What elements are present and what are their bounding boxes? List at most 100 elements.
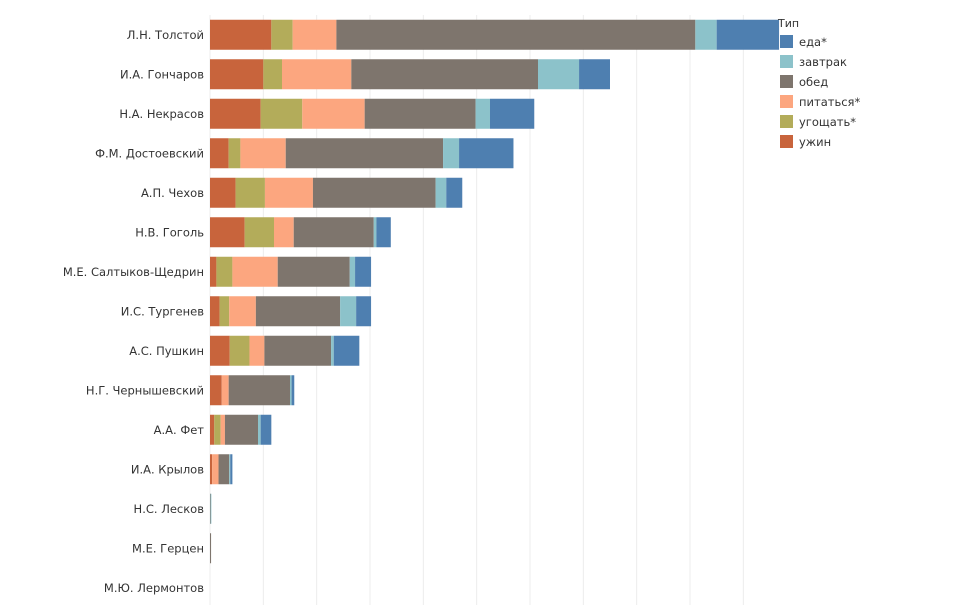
bar-segment-питаться[interactable] <box>292 19 337 50</box>
bar-segment-еда[interactable] <box>356 296 372 327</box>
category-label: Н.В. Гоголь <box>135 225 204 239</box>
bar-segment-угощать[interactable] <box>260 98 303 129</box>
bar-segment-ужин[interactable] <box>210 375 222 406</box>
bar-segment-обед[interactable] <box>285 138 444 169</box>
bar-segment-питаться[interactable] <box>229 296 256 327</box>
bar-segment-завтрак[interactable] <box>373 217 377 248</box>
category-label: И.А. Гончаров <box>120 67 204 81</box>
bar-segment-обед[interactable] <box>228 375 290 406</box>
bar-segment-обед[interactable] <box>364 98 476 129</box>
bar-segment-угощать[interactable] <box>219 296 230 327</box>
category-label: Л.Н. Толстой <box>127 28 204 42</box>
bar-segment-ужин[interactable] <box>210 98 261 129</box>
legend-swatch <box>780 135 793 148</box>
category-label: М.Е. Герцен <box>132 541 204 555</box>
legend-swatch <box>780 55 793 68</box>
bar-segment-завтрак[interactable] <box>475 98 490 129</box>
category-label: И.А. Крылов <box>131 462 204 476</box>
legend-title: Тип <box>777 17 799 30</box>
bar-segment-завтрак[interactable] <box>229 454 231 485</box>
bar-segment-ужин[interactable] <box>210 454 213 485</box>
bar-segment-еда[interactable] <box>490 98 535 129</box>
bar-segment-угощать[interactable] <box>244 217 274 248</box>
legend-swatch <box>780 115 793 128</box>
bar-segment-завтрак[interactable] <box>258 414 261 445</box>
category-label: Н.Г. Чернышевский <box>86 383 204 397</box>
bar-segment-угощать[interactable] <box>235 177 265 208</box>
bar-segment-питаться[interactable] <box>264 177 313 208</box>
legend-item-label[interactable]: еда* <box>799 35 827 49</box>
bar-segment-ужин[interactable] <box>210 335 230 366</box>
bar-segment-угощать[interactable] <box>271 19 293 50</box>
bar-segment-питаться[interactable] <box>282 59 352 90</box>
bar-segment-еда[interactable] <box>459 138 514 169</box>
bar-segment-питаться[interactable] <box>240 138 286 169</box>
legend-item-label[interactable]: обед <box>799 75 828 89</box>
bar-segment-питаться[interactable] <box>220 414 225 445</box>
bar-segment-угощать[interactable] <box>216 256 233 287</box>
bar-segment-обед[interactable] <box>210 493 211 524</box>
bar-segment-завтрак[interactable] <box>349 256 356 287</box>
bar-segment-питаться[interactable] <box>274 217 294 248</box>
bar-segment-питаться[interactable] <box>212 454 219 485</box>
bar-segment-еда[interactable] <box>355 256 372 287</box>
bar-segment-завтрак[interactable] <box>340 296 357 327</box>
bar-segment-ужин[interactable] <box>210 296 220 327</box>
bar-segment-ужин[interactable] <box>210 414 215 445</box>
bar-segment-обед[interactable] <box>210 533 212 564</box>
bar-segment-ужин[interactable] <box>210 256 217 287</box>
legend-item-label[interactable]: угощать* <box>799 115 856 129</box>
legend-item-label[interactable]: питаться* <box>799 95 860 109</box>
bar-segment-питаться[interactable] <box>232 256 278 287</box>
bar-segment-питаться[interactable] <box>302 98 365 129</box>
bar-segment-еда[interactable] <box>579 59 610 90</box>
bar-segment-завтрак[interactable] <box>210 493 212 524</box>
bar-segment-угощать[interactable] <box>263 59 282 90</box>
bar-segment-питаться[interactable] <box>249 335 265 366</box>
bar-segment-завтрак[interactable] <box>290 375 292 406</box>
bar-segment-обед[interactable] <box>312 177 436 208</box>
bar-segment-завтрак[interactable] <box>695 19 717 50</box>
bar-segment-ужин[interactable] <box>210 19 272 50</box>
legend-item-label[interactable]: завтрак <box>799 55 847 69</box>
category-label: Ф.М. Достоевский <box>95 146 204 160</box>
bar-segment-ужин[interactable] <box>210 138 229 169</box>
bar-segment-завтрак[interactable] <box>435 177 447 208</box>
bar-segment-угощать[interactable] <box>228 138 241 169</box>
bar-segment-обед[interactable] <box>277 256 350 287</box>
bar-segment-еда[interactable] <box>230 454 233 485</box>
legend-swatch <box>780 75 793 88</box>
legend-item-label[interactable]: ужин <box>799 135 831 149</box>
bar-segment-обед[interactable] <box>351 59 538 90</box>
category-label: И.С. Тургенев <box>121 304 204 318</box>
bar-segment-угощать[interactable] <box>214 414 221 445</box>
bar-segment-обед[interactable] <box>255 296 341 327</box>
category-label: А.С. Пушкин <box>129 344 204 358</box>
bar-segment-еда[interactable] <box>376 217 391 248</box>
category-labels: Л.Н. Толстой И.А. Гончаров Н.А. Некрасов Ф.… <box>63 28 204 595</box>
category-label: М.Ю. Лермонтов <box>104 581 204 595</box>
bar-segment-завтрак[interactable] <box>538 59 580 90</box>
bar-segment-угощать[interactable] <box>229 335 250 366</box>
bar-segment-обед[interactable] <box>224 414 258 445</box>
bar-segment-завтрак[interactable] <box>331 335 334 366</box>
legend-swatch <box>780 35 793 48</box>
bar-segment-еда[interactable] <box>291 375 295 406</box>
bar-segment-питаться[interactable] <box>221 375 229 406</box>
bar-segment-ужин[interactable] <box>210 177 236 208</box>
category-label: А.А. Фет <box>154 423 205 437</box>
legend[interactable]: Тип еда* завтрак обед питаться* угощать* ужин <box>777 17 860 149</box>
bar-segment-обед[interactable] <box>293 217 374 248</box>
bar-segment-еда[interactable] <box>333 335 360 366</box>
bar-segment-ужин[interactable] <box>210 217 245 248</box>
bar-segment-еда[interactable] <box>260 414 272 445</box>
bar-segment-еда[interactable] <box>716 19 780 50</box>
bar-segment-завтрак[interactable] <box>443 138 460 169</box>
bar-segment-ужин[interactable] <box>210 59 264 90</box>
bar-segment-еда[interactable] <box>446 177 463 208</box>
category-label: М.Е. Салтыков-Щедрин <box>63 265 204 279</box>
bar-segment-обед[interactable] <box>264 335 332 366</box>
bar-segment-обед[interactable] <box>218 454 230 485</box>
bar-segment-обед[interactable] <box>336 19 696 50</box>
